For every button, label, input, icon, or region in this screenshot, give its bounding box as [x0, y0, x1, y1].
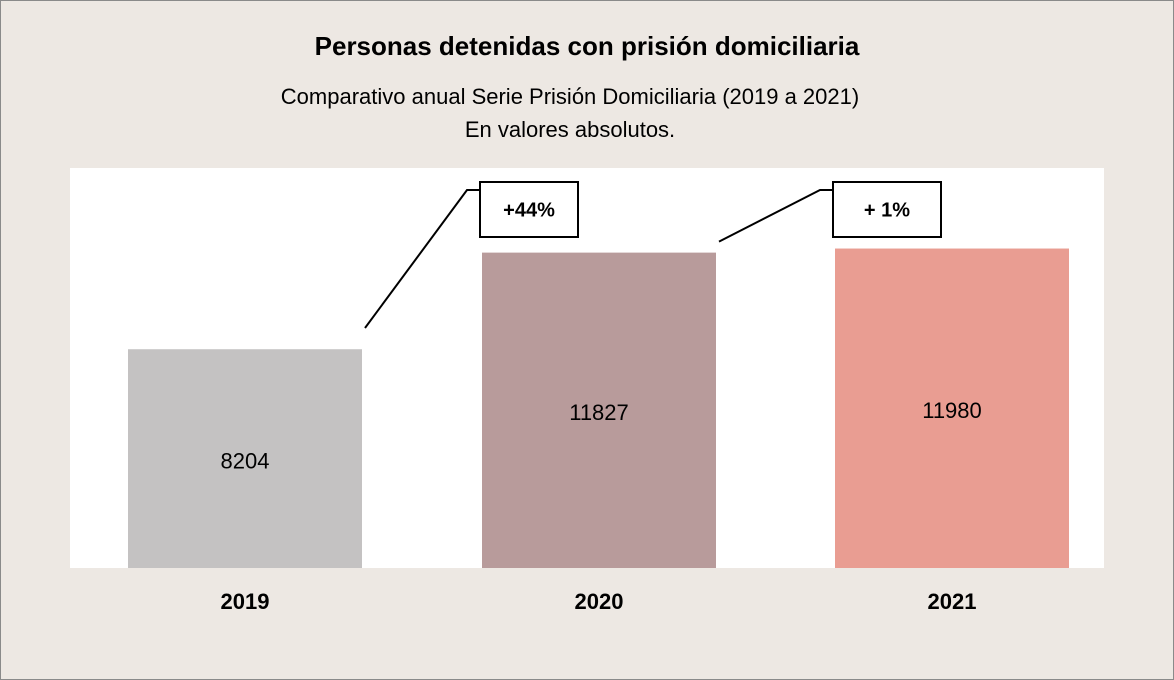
bar [835, 248, 1069, 569]
data-label: 11827 [569, 400, 629, 425]
annotation-connector [364, 189, 480, 329]
annotation-box [832, 181, 942, 238]
annotation: + 1% [864, 199, 910, 221]
x-tick-label: 2019 [221, 589, 270, 614]
chart-subtitle: En valores absolutos. [465, 117, 675, 142]
annotation: +44% [503, 199, 555, 221]
chart-subtitle: Comparativo anual Serie Prisión Domicili… [281, 84, 859, 109]
annotation-connector [718, 189, 833, 243]
annotation-box [479, 181, 579, 238]
bar [482, 252, 716, 568]
data-label: 8204 [221, 448, 270, 473]
x-tick-label: 2021 [928, 589, 977, 614]
bar [128, 349, 362, 568]
chart-title: Personas detenidas con prisión domicilia… [315, 31, 860, 61]
data-label: 11980 [922, 398, 982, 423]
x-tick-label: 2020 [575, 589, 624, 614]
